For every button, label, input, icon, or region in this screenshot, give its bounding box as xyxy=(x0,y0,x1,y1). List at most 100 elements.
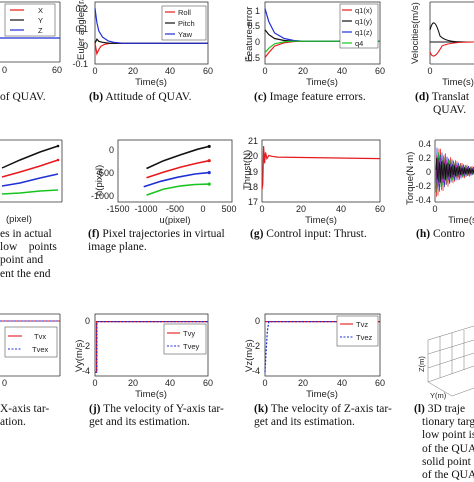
series-g-0 xyxy=(261,146,381,190)
end-point-f-0 xyxy=(207,144,211,149)
ylabel-c: Feature error xyxy=(244,7,255,62)
torque-series-4 xyxy=(435,157,474,183)
xtick-k-2: 40 xyxy=(337,378,347,388)
ylabel-l: Y(m) xyxy=(430,391,447,400)
ytick-k-2: -4 xyxy=(252,366,260,376)
xtick-d-0: 0 xyxy=(427,66,432,76)
caption-b: (b) Attitude of QUAV. xyxy=(89,91,191,104)
caption-b-l0: Attitude of QUAV. xyxy=(105,91,192,103)
caption-a-l0: of QUAV. xyxy=(0,91,46,103)
subplot-a: X Y Z 0 60 xyxy=(0,1,62,75)
ylabel-j: Vy(m/s) xyxy=(74,340,85,372)
ytick-h-3: -0.2 xyxy=(415,181,431,191)
ytick-g-2: 19 xyxy=(248,167,258,177)
xtick-h-0: 0 xyxy=(432,204,437,214)
caption-d-l1: QUAV. xyxy=(433,104,467,117)
xtick-f-1: -1000 xyxy=(134,204,157,214)
caption-k-l0: The velocity of Z-axis tar- xyxy=(270,403,392,415)
legend-b-2: Yaw xyxy=(178,30,193,39)
xtick-j-0: 0 xyxy=(92,378,97,388)
legend-k-0: Tvz xyxy=(356,320,368,329)
subplot-h: Torque(N·m) 0.4 0.2 0 -0.2 -0.4 0 Time(s… xyxy=(405,139,474,226)
xtick-k-0: 0 xyxy=(262,378,267,388)
ytick-k-0: 0 xyxy=(255,316,260,326)
ytick-b-1: 0.1 xyxy=(75,24,88,34)
caption-k-l1: get and its estimation. xyxy=(254,416,355,429)
caption-k: (k) The velocity of Z-axis tar-get and i… xyxy=(254,403,392,429)
legend-c-1: q1(y) xyxy=(355,17,373,26)
legend-i-0: Tvx xyxy=(34,332,46,341)
ytick-c-1: 0.5 xyxy=(247,21,260,31)
xtick-b-2: 40 xyxy=(165,66,175,76)
series-b-0 xyxy=(94,42,208,56)
series-c-3 xyxy=(264,40,380,53)
ylabel-b: Euler angles(rad) xyxy=(76,0,87,60)
ylabel-f: n(pixel) xyxy=(94,165,105,196)
caption-c-l0: Image feature errors. xyxy=(269,91,366,103)
caption-e-l2: point and xyxy=(0,254,44,267)
legend-c-2: q1(z) xyxy=(355,28,373,37)
subplot-f: n(pixel) 0 -500 -1000 -1500 -1000 -500 0… xyxy=(91,139,237,226)
series-f-1 xyxy=(146,159,210,179)
caption-l-l3: of the QUA xyxy=(422,442,474,455)
ytick-h-0: 0.4 xyxy=(418,139,431,149)
caption-l-l1: tionary targe xyxy=(422,416,474,429)
ytick-b-0: 0.2 xyxy=(75,4,88,14)
series-f-3 xyxy=(146,183,210,196)
caption-d: (d) Translat QUAV. xyxy=(415,91,469,117)
ytick-j-1: -2 xyxy=(82,341,90,351)
caption-l-tag: (l) xyxy=(414,403,425,415)
caption-f: (f) Pixel trajectories in virtual image p… xyxy=(88,228,225,254)
caption-e-l1: low points xyxy=(0,241,57,254)
xtick-f-2: -500 xyxy=(166,204,184,214)
caption-j-l0: The velocity of Y-axis tar- xyxy=(103,403,224,415)
xtick-i-0: 0 xyxy=(2,378,7,388)
xlabel-j: Time(s) xyxy=(135,389,167,400)
legend-a-2: Z xyxy=(38,26,43,35)
series-f-2 xyxy=(143,171,210,188)
caption-e-l3: ent the end xyxy=(0,267,51,280)
xtick-j-1: 20 xyxy=(128,378,138,388)
caption-e: es in actual low points point and ent the e… xyxy=(0,228,57,281)
ylabel-d: Velocities(m/s) xyxy=(410,2,421,64)
caption-h-tag: (h) xyxy=(416,228,431,240)
legend-i-1: Tvex xyxy=(32,345,49,354)
caption-l-l0: 3D traje xyxy=(427,403,466,415)
caption-f-l1: image plane. xyxy=(88,241,147,254)
ytick-b-3: -0.1 xyxy=(72,59,88,69)
caption-b-tag: (b) xyxy=(89,91,104,103)
xlabel-b: Time(s) xyxy=(135,77,167,88)
caption-j: (j) The velocity of Y-axis tar-get and i… xyxy=(89,403,224,429)
legend-b-0: Roll xyxy=(178,8,191,17)
subplot-e: (pixel) xyxy=(0,139,63,225)
subplot-b: Euler angles(rad) 0.2 0.1 0 -0.1 Roll Pi… xyxy=(72,0,213,88)
caption-i-l0: X-axis tar- xyxy=(0,403,50,415)
xtick-b-1: 20 xyxy=(128,66,138,76)
ytick-j-2: -4 xyxy=(82,366,90,376)
ytick-c-2: 0 xyxy=(255,37,260,47)
xtick-a-1: 60 xyxy=(52,65,62,75)
caption-g-tag: (g) xyxy=(250,228,264,240)
caption-h: (h) Contro xyxy=(416,228,465,241)
xtick-g-2: 40 xyxy=(336,204,346,214)
xlabel-f: u(pixel) xyxy=(159,215,190,226)
zlabel-l: Z(m) xyxy=(417,356,426,372)
legend-a-0: X xyxy=(38,6,43,15)
series-b-2 xyxy=(94,8,208,44)
ytick-g-3: 18 xyxy=(248,182,258,192)
xtick-k-1: 20 xyxy=(298,378,308,388)
ytick-j-0: 0 xyxy=(85,316,90,326)
caption-a: of QUAV. xyxy=(0,91,46,104)
ytick-g-1: 20 xyxy=(248,151,258,161)
xtick-c-3: 60 xyxy=(375,66,385,76)
legend-a-1: Y xyxy=(38,16,43,25)
end-point-f-1 xyxy=(207,159,211,163)
xtick-j-3: 60 xyxy=(203,378,213,388)
ytick-f-0: 0 xyxy=(109,145,114,155)
caption-c-tag: (c) xyxy=(254,91,267,103)
legend-j-0: Tvy xyxy=(183,329,195,338)
xtick-f-0: -1500 xyxy=(106,204,129,214)
xtick-c-1: 20 xyxy=(298,66,308,76)
